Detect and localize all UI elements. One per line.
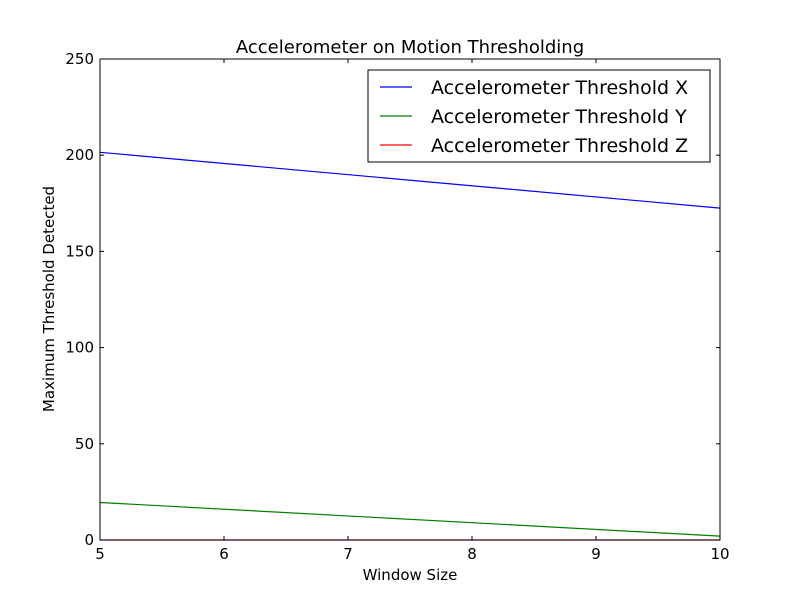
legend-box bbox=[367, 69, 711, 163]
series-line-y bbox=[99, 501, 721, 537]
series-line-x bbox=[99, 151, 721, 209]
y-tick-label: 250 bbox=[65, 50, 94, 68]
y-tick-label: 200 bbox=[65, 146, 94, 164]
legend-label: Accelerometer Threshold X bbox=[431, 77, 688, 99]
x-tick-label: 8 bbox=[467, 545, 477, 563]
plot-frame bbox=[99, 58, 721, 541]
x-tick-label: 6 bbox=[219, 545, 229, 563]
y-tick-label: 0 bbox=[84, 531, 94, 549]
chart-title: Accelerometer on Motion Thresholding bbox=[236, 37, 584, 58]
y-tick-label: 50 bbox=[75, 435, 94, 453]
legend: Accelerometer Threshold X Accelerometer T… bbox=[367, 69, 711, 163]
x-tick-label: 10 bbox=[710, 545, 729, 563]
x-tick-label: 7 bbox=[343, 545, 353, 563]
y-tick-label: 100 bbox=[65, 339, 94, 357]
legend-label: Accelerometer Threshold Y bbox=[431, 106, 687, 128]
y-axis-label: Maximum Threshold Detected bbox=[40, 186, 58, 412]
x-axis: 5 6 7 8 9 10 bbox=[95, 59, 730, 563]
y-tick-label: 150 bbox=[65, 242, 94, 260]
x-tick-label: 5 bbox=[95, 545, 105, 563]
y-axis: 0 50 100 150 200 250 bbox=[65, 50, 720, 549]
legend-label: Accelerometer Threshold Z bbox=[431, 135, 688, 157]
x-axis-label: Window Size bbox=[363, 566, 458, 584]
x-tick-label: 9 bbox=[591, 545, 601, 563]
